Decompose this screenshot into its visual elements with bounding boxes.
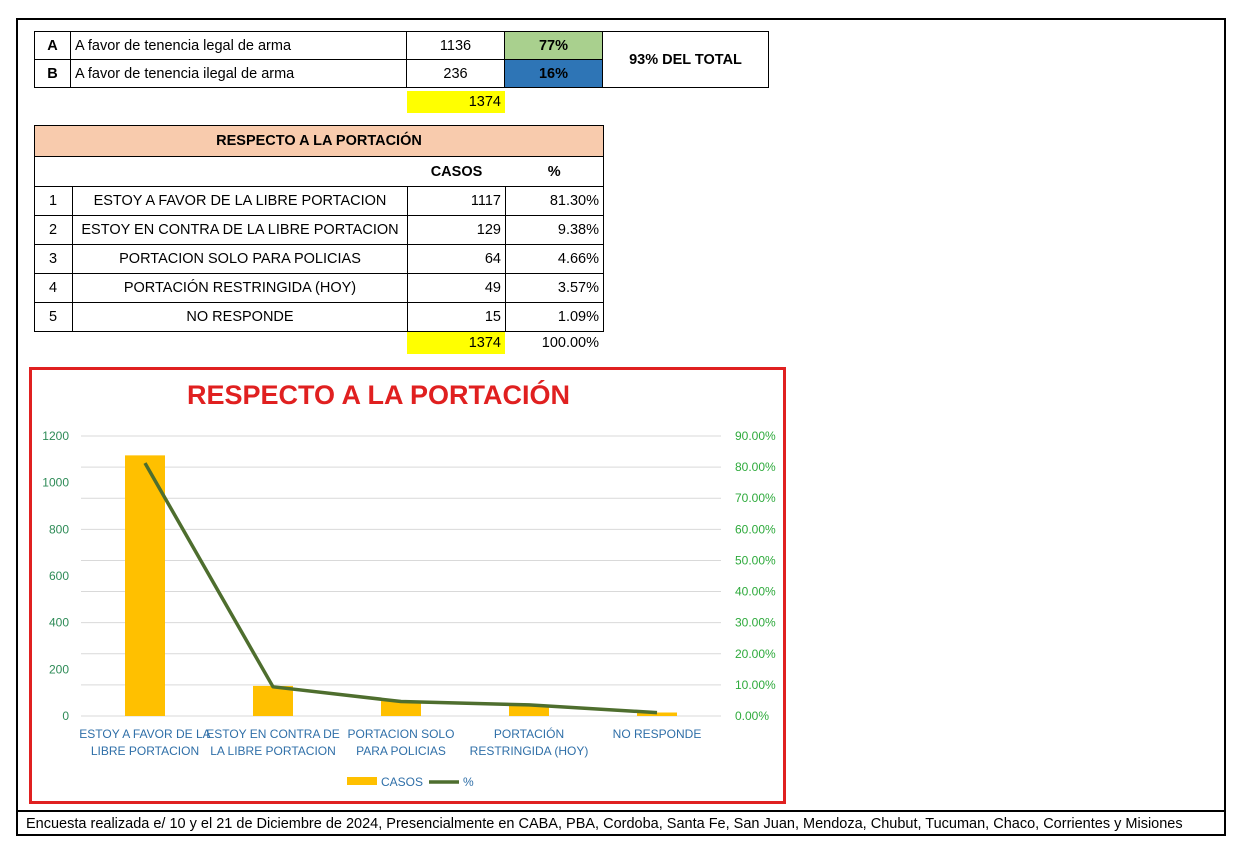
footer-divider [16, 810, 1226, 812]
right-axis-tick: 90.00% [735, 429, 776, 443]
table-title: RESPECTO A LA PORTACIÓN [34, 125, 604, 157]
row-description: A favor de tenencia ilegal de arma [70, 59, 407, 88]
footer-note: Encuesta realizada e/ 10 y el 21 de Dici… [26, 816, 1183, 832]
row-count: 1136 [406, 31, 505, 60]
bar [125, 455, 165, 716]
right-axis-tick: 70.00% [735, 491, 776, 505]
row-cases: 129 [407, 215, 506, 245]
row-category: PORTACION SOLO PARA POLICIAS [72, 244, 408, 274]
table-row: 4 PORTACIÓN RESTRINGIDA (HOY) 49 3.57% [34, 273, 604, 303]
bar [381, 701, 421, 716]
row-index: 2 [34, 215, 73, 245]
category-label: NO RESPONDE [613, 727, 702, 741]
left-axis-tick: 1000 [42, 476, 69, 490]
right-axis-tick: 0.00% [735, 709, 769, 723]
row-cases: 49 [407, 273, 506, 303]
row-category: ESTOY A FAVOR DE LA LIBRE PORTACION [72, 186, 408, 216]
row-percent: 4.66% [505, 244, 604, 274]
left-axis-tick: 0 [62, 709, 69, 723]
row-category: NO RESPONDE [72, 302, 408, 332]
row-label: A [34, 31, 71, 60]
table-row: 3 PORTACION SOLO PARA POLICIAS 64 4.66% [34, 244, 604, 274]
row-cases: 1117 [407, 186, 506, 216]
table-row: B A favor de tenencia ilegal de arma 236… [34, 59, 769, 88]
chart-title: RESPECTO A LA PORTACIÓN [186, 380, 571, 410]
row-category: ESTOY EN CONTRA DE LA LIBRE PORTACION [72, 215, 408, 245]
legend-swatch-casos [347, 777, 377, 785]
row-cases: 64 [407, 244, 506, 274]
right-axis-tick: 10.00% [735, 678, 776, 692]
table-row: 5 NO RESPONDE 15 1.09% [34, 302, 604, 332]
row-index: 1 [34, 186, 73, 216]
row-cases: 15 [407, 302, 506, 332]
page-frame [16, 18, 1226, 836]
table-row: A A favor de tenencia legal de arma 1136… [34, 31, 769, 88]
col-header-cases: CASOS [407, 156, 506, 187]
row-percent: 9.38% [505, 215, 604, 245]
row-index: 4 [34, 273, 73, 303]
right-axis-tick: 60.00% [735, 522, 776, 536]
portacion-sum-pct: 100.00% [541, 335, 599, 351]
row-percent: 3.57% [505, 273, 604, 303]
bar [637, 712, 677, 716]
row-count: 236 [406, 59, 505, 88]
row-index: 5 [34, 302, 73, 332]
bar [253, 685, 293, 716]
left-axis-tick: 200 [49, 662, 69, 676]
row-percent: 16% [504, 59, 603, 88]
portacion-sum-cases: 1374 [407, 332, 505, 354]
category-label: PARA POLICIAS [356, 744, 446, 758]
category-label: LIBRE PORTACION [91, 744, 199, 758]
line-series-pct [143, 462, 658, 715]
right-axis-tick: 80.00% [735, 460, 776, 474]
row-description: A favor de tenencia legal de arma [70, 31, 407, 60]
right-axis-tick: 30.00% [735, 616, 776, 630]
category-label: ESTOY A FAVOR DE LA [79, 727, 210, 741]
right-axis-tick: 20.00% [735, 647, 776, 661]
right-axis-tick: 50.00% [735, 553, 776, 567]
category-label: PORTACIÓN [494, 726, 564, 741]
category-label: LA LIBRE PORTACION [210, 744, 336, 758]
tenencia-table: A A favor de tenencia legal de arma 1136… [34, 31, 769, 88]
col-header-pct: % [505, 156, 604, 187]
left-axis-tick: 600 [49, 569, 69, 583]
row-percent: 81.30% [505, 186, 604, 216]
legend-label-pct: % [463, 775, 474, 789]
right-axis-tick: 40.00% [735, 585, 776, 599]
portacion-table: RESPECTO A LA PORTACIÓN CASOS % 1 ESTOY … [34, 125, 604, 332]
table-row: 1 ESTOY A FAVOR DE LA LIBRE PORTACION 11… [34, 186, 604, 216]
category-label: ESTOY EN CONTRA DE [206, 727, 340, 741]
left-axis-tick: 1200 [42, 429, 69, 443]
row-category: PORTACIÓN RESTRINGIDA (HOY) [72, 273, 408, 303]
bar [509, 704, 549, 716]
row-label: B [34, 59, 71, 88]
tenencia-sum: 1374 [407, 91, 505, 113]
row-percent: 1.09% [505, 302, 604, 332]
row-index: 3 [34, 244, 73, 274]
left-axis-tick: 800 [49, 522, 69, 536]
row-percent: 77% [504, 31, 603, 60]
total-note: 93% DEL TOTAL [602, 31, 769, 88]
legend-label-casos: CASOS [381, 775, 423, 789]
category-label: RESTRINGIDA (HOY) [470, 744, 589, 758]
category-label: PORTACION SOLO [348, 727, 455, 741]
combo-chart: 0.00% 10.00% 20.00% 30.00% 40.00% 50.00% 60.00… [42, 429, 776, 789]
table-row: 2 ESTOY EN CONTRA DE LA LIBRE PORTACION … [34, 215, 604, 245]
left-axis-tick: 400 [49, 616, 69, 630]
